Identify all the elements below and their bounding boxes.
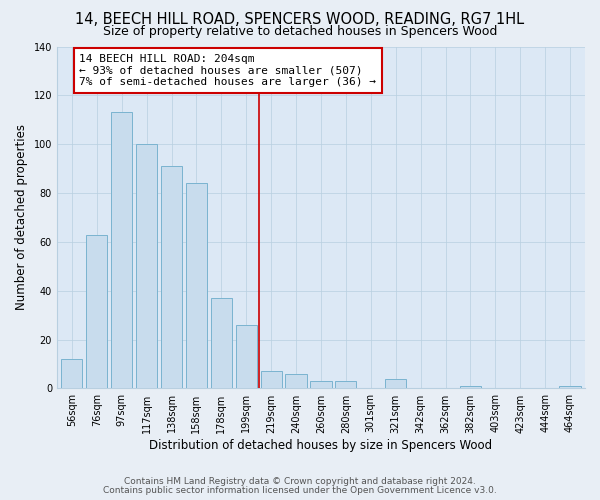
Bar <box>335 381 356 388</box>
Bar <box>559 386 581 388</box>
Bar <box>310 381 332 388</box>
Bar <box>186 184 207 388</box>
Bar <box>236 325 257 388</box>
Text: Size of property relative to detached houses in Spencers Wood: Size of property relative to detached ho… <box>103 25 497 38</box>
Text: 14, BEECH HILL ROAD, SPENCERS WOOD, READING, RG7 1HL: 14, BEECH HILL ROAD, SPENCERS WOOD, READ… <box>76 12 524 28</box>
Bar <box>260 372 282 388</box>
Bar <box>61 359 82 388</box>
Bar <box>211 298 232 388</box>
Bar <box>86 234 107 388</box>
Text: Contains public sector information licensed under the Open Government Licence v3: Contains public sector information licen… <box>103 486 497 495</box>
Bar <box>161 166 182 388</box>
X-axis label: Distribution of detached houses by size in Spencers Wood: Distribution of detached houses by size … <box>149 440 493 452</box>
Bar <box>460 386 481 388</box>
Bar <box>286 374 307 388</box>
Text: 14 BEECH HILL ROAD: 204sqm
← 93% of detached houses are smaller (507)
7% of semi: 14 BEECH HILL ROAD: 204sqm ← 93% of deta… <box>79 54 376 87</box>
Bar <box>136 144 157 388</box>
Bar <box>111 112 132 388</box>
Text: Contains HM Land Registry data © Crown copyright and database right 2024.: Contains HM Land Registry data © Crown c… <box>124 477 476 486</box>
Y-axis label: Number of detached properties: Number of detached properties <box>15 124 28 310</box>
Bar <box>385 378 406 388</box>
